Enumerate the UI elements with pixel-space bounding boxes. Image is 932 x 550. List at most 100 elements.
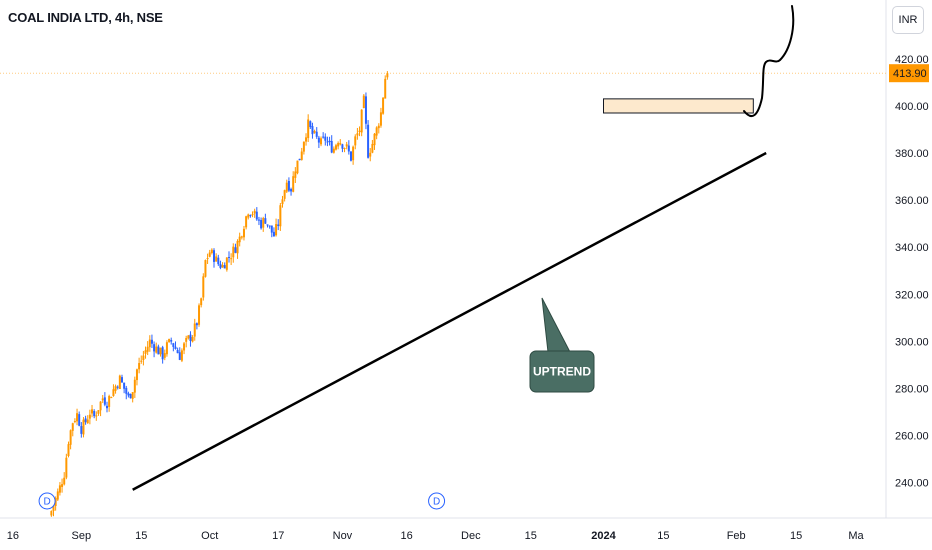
candle-body <box>146 346 149 352</box>
y-tick-label: 300.00 <box>895 336 929 348</box>
candle-body <box>56 491 59 500</box>
candle-body <box>266 224 269 226</box>
resistance-zone-layer <box>603 98 754 114</box>
candle-body <box>305 137 308 142</box>
candle-body <box>168 339 171 342</box>
candle-body <box>242 228 245 238</box>
candle-body <box>116 386 119 388</box>
candle-body <box>322 136 325 138</box>
candle-body <box>307 119 310 139</box>
candle-body <box>290 189 293 192</box>
candle-body <box>148 339 151 348</box>
candle-body <box>337 143 340 147</box>
candle-body <box>140 360 143 362</box>
y-tick-label: 240.00 <box>895 478 929 490</box>
candle-body <box>257 219 260 221</box>
candle-body <box>86 419 89 424</box>
projected-path-drawing <box>743 5 795 118</box>
candle-body <box>71 423 74 431</box>
x-tick-label: 16 <box>400 530 412 542</box>
candle-body <box>320 138 323 145</box>
candle-body <box>313 131 316 133</box>
candle-body <box>371 143 374 153</box>
currency-button[interactable]: INR <box>892 6 924 34</box>
candle-body <box>262 218 265 228</box>
dividend-marker-label: D <box>433 497 440 508</box>
candle-body <box>65 457 68 478</box>
candle-body <box>95 415 98 417</box>
candle-body <box>315 131 318 137</box>
x-tick-label: 2024 <box>591 530 616 542</box>
candle-body <box>287 181 290 191</box>
candle-body <box>50 511 53 516</box>
candle-body <box>165 342 168 355</box>
candle-body <box>317 137 320 143</box>
candle-body <box>360 109 363 133</box>
dividend-marker <box>428 492 446 510</box>
candle-body <box>150 339 153 344</box>
candle-body <box>330 140 333 153</box>
candle-body <box>292 176 295 192</box>
candle-body <box>91 409 94 414</box>
candle-body <box>174 346 177 349</box>
x-tick-label: 16 <box>7 530 19 542</box>
candle-body <box>354 136 357 146</box>
candle-body <box>279 205 282 227</box>
candle-body <box>73 421 76 423</box>
candle-body <box>69 430 72 445</box>
candle-body <box>285 182 288 192</box>
y-tick-label: 360.00 <box>895 195 929 207</box>
candle-body <box>264 218 267 224</box>
candle-body <box>283 190 286 199</box>
candle-body <box>223 265 226 269</box>
candle-body <box>88 414 91 419</box>
candle-body <box>245 216 248 228</box>
y-tick-label: 420.00 <box>895 54 929 66</box>
candle-body <box>328 140 331 143</box>
candle-body <box>114 386 117 391</box>
candle-body <box>54 498 57 507</box>
candle-body <box>236 240 239 254</box>
x-tick-label: 15 <box>657 530 669 542</box>
x-tick-label: Nov <box>333 530 353 542</box>
candle-body <box>108 396 111 407</box>
candle-body <box>384 78 387 99</box>
y-axis[interactable]: 420.00 400.00 380.00 360.00 340.00 320.00 300.… <box>889 54 929 490</box>
candle-body <box>118 375 121 390</box>
candle-body <box>238 236 241 243</box>
candle-body <box>191 336 194 342</box>
uptrend-callout-label: UPTREND <box>533 365 591 379</box>
candle-body <box>379 112 382 126</box>
candle-body <box>131 392 134 399</box>
candle-body <box>326 141 329 143</box>
candle-body <box>99 401 102 411</box>
candle-body <box>219 264 222 268</box>
candle-body <box>185 338 188 342</box>
candle-body <box>253 210 256 214</box>
candle-body <box>135 369 138 381</box>
candle-body <box>334 145 337 150</box>
y-tick-label: 260.00 <box>895 431 929 443</box>
candle-body <box>183 343 186 351</box>
x-tick-label: Dec <box>461 530 481 542</box>
x-tick-label: 15 <box>525 530 537 542</box>
candle-body <box>129 394 132 399</box>
candle-body <box>255 211 258 220</box>
candle-body <box>159 347 162 355</box>
candle-body <box>382 97 385 114</box>
candle-body <box>311 126 314 135</box>
candle-body <box>230 258 233 260</box>
trendline-layer <box>132 151 767 491</box>
candle-body <box>76 413 79 422</box>
x-axis[interactable]: 16 Sep 15 Oct 17 Nov 16 Dec 15 2024 15 Feb 15 Ma <box>7 530 865 542</box>
grid-layer <box>0 0 932 519</box>
candle-body <box>302 141 305 152</box>
candle-body <box>275 224 278 236</box>
candle-body <box>272 231 275 237</box>
x-tick-label: 15 <box>790 530 802 542</box>
candle-body <box>187 335 190 339</box>
candle-body <box>309 121 312 128</box>
candle-body <box>133 379 136 393</box>
candle-body <box>204 260 207 277</box>
